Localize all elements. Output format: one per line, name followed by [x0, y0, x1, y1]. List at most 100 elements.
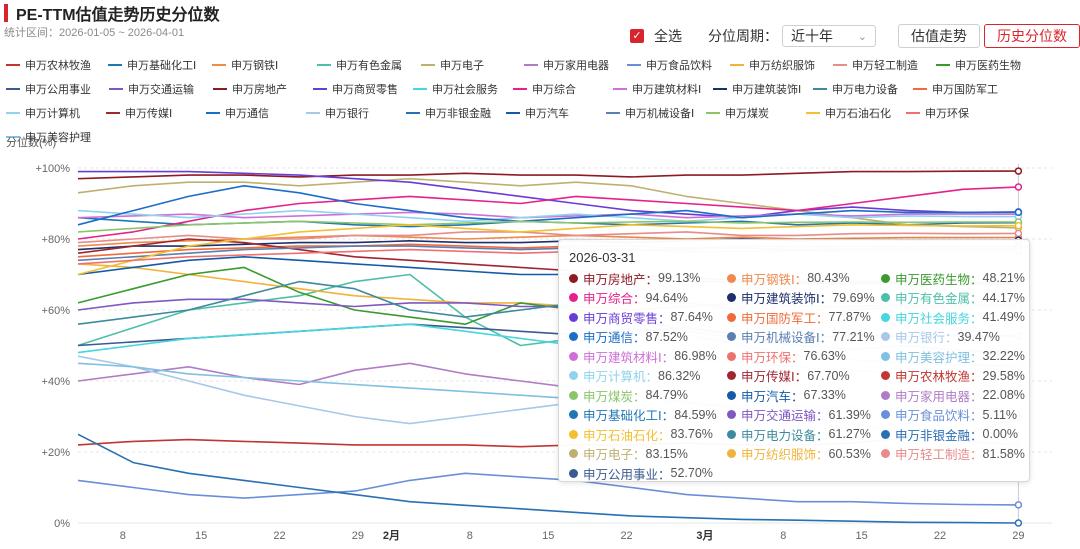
tooltip-row: 申万电力设备： 61.27%	[727, 426, 881, 443]
legend-item[interactable]: 申万非银金融	[406, 104, 506, 122]
tooltip-series-value: 87.64%	[670, 310, 713, 325]
tooltip-dot	[881, 429, 890, 439]
tooltip-row: 申万环保： 76.63%	[727, 348, 881, 365]
legend-item[interactable]: 申万银行	[306, 104, 406, 122]
tooltip-dot	[569, 449, 578, 459]
tooltip-row: 申万机械设备Ⅰ： 77.21%	[727, 329, 881, 345]
tooltip-row: 申万汽车： 67.33%	[727, 387, 881, 404]
legend-item[interactable]: 申万医药生物	[936, 56, 1040, 74]
legend-label: 申万交通运输	[128, 84, 194, 96]
tooltip-series-value: 94.64%	[645, 290, 688, 305]
x-tick-label: 22	[934, 530, 946, 542]
tooltip-series-name: 申万交通运输：	[741, 409, 829, 424]
tooltip-series-name: 申万医药生物：	[895, 272, 983, 287]
tooltip-series-name: 申万有色金属：	[895, 292, 983, 307]
x-tick-label: 29	[352, 530, 364, 542]
legend-swatch	[613, 88, 627, 90]
legend-label: 申万环保	[925, 108, 969, 120]
legend-item[interactable]: 申万食品饮料	[627, 56, 730, 74]
tooltip-series-name: 申万银行：	[895, 331, 958, 346]
legend-item[interactable]: 申万社会服务	[413, 80, 513, 98]
legend-item[interactable]: 申万基础化工Ⅰ	[108, 56, 212, 74]
series-line	[77, 177, 1019, 229]
stat-range-text: 统计区间：2026-01-05 ~ 2026-04-01	[4, 27, 185, 39]
legend-item[interactable]: 申万商贸零售	[313, 80, 413, 98]
legend-item[interactable]: 申万家用电器	[524, 56, 627, 74]
legend-item[interactable]: 申万计算机	[6, 104, 106, 122]
legend-swatch	[413, 88, 427, 90]
select-all-checkbox[interactable]: ✓	[630, 29, 644, 43]
period-select[interactable]: 近十年 ⌄	[782, 25, 876, 47]
legend-swatch	[833, 64, 847, 66]
legend-label: 申万非银金融	[425, 108, 491, 120]
legend-item[interactable]: 申万国防军工	[913, 80, 1013, 98]
legend-item[interactable]: 申万机械设备Ⅰ	[606, 104, 706, 122]
y-tick-label: +80%	[42, 234, 71, 246]
x-tick-label: 22	[273, 530, 285, 542]
tooltip-row: 申万电子： 83.15%	[569, 446, 727, 463]
series-line	[77, 170, 1019, 180]
tooltip-row: 申万美容护理： 32.22%	[881, 348, 1041, 365]
legend-item[interactable]: 申万电力设备	[813, 80, 913, 98]
title-bar: PE-TTM估值走势历史分位数	[0, 0, 220, 26]
legend-label: 申万汽车	[525, 108, 569, 120]
tooltip-series-name: 申万传媒Ⅰ：	[741, 370, 808, 385]
tooltip-dot	[727, 390, 736, 400]
legend-item[interactable]: 申万煤炭	[706, 104, 806, 122]
series-line	[77, 433, 1019, 524]
tooltip-series-value: 39.47%	[957, 329, 1000, 344]
legend-item[interactable]: 申万传媒Ⅰ	[106, 104, 206, 122]
tooltip-row: 申万公用事业： 52.70%	[569, 465, 727, 482]
tooltip-series-name: 申万公用事业：	[583, 467, 671, 482]
legend-label: 申万银行	[325, 108, 369, 120]
legend-swatch	[806, 112, 820, 114]
tooltip-series-name: 申万纺织服饰：	[741, 448, 829, 463]
legend-item[interactable]: 申万纺织服饰	[730, 56, 833, 74]
tab-valuation-trend[interactable]: 估值走势	[898, 24, 980, 48]
x-tick-label: 8	[120, 530, 126, 542]
legend-item[interactable]: 申万农林牧渔	[6, 56, 108, 74]
legend-item[interactable]: 申万石油石化	[806, 104, 906, 122]
legend-item[interactable]: 申万房地产	[213, 80, 313, 98]
legend-item[interactable]: 申万美容护理	[6, 128, 106, 146]
legend-label: 申万食品饮料	[646, 60, 712, 72]
y-tick-label: +100%	[35, 163, 70, 175]
series-line	[77, 472, 1019, 506]
legend-label: 申万农林牧渔	[25, 60, 91, 72]
tooltip-row: 申万有色金属： 44.17%	[881, 290, 1041, 307]
legend-item[interactable]: 申万有色金属	[317, 56, 421, 74]
legend-item[interactable]: 申万建筑装饰Ⅰ	[713, 80, 813, 98]
legend-item[interactable]: 申万公用事业	[6, 80, 109, 98]
legend-label: 申万有色金属	[336, 60, 402, 72]
tooltip-series-value: 67.33%	[803, 388, 846, 403]
x-tick-label: 8	[780, 530, 786, 542]
tooltip-series-name: 申万美容护理：	[895, 350, 983, 365]
legend-swatch	[906, 112, 920, 114]
select-all-label[interactable]: 全选	[654, 28, 682, 44]
tooltip-dot	[569, 332, 578, 342]
x-tick-label: 15	[195, 530, 207, 542]
legend-item[interactable]: 申万综合	[513, 80, 613, 98]
tooltip-dot	[727, 371, 736, 381]
tooltip-row: 申万传媒Ⅰ： 67.70%	[727, 368, 881, 385]
legend-item[interactable]: 申万环保	[906, 104, 1006, 122]
legend-swatch	[317, 64, 331, 66]
tooltip-row: 申万银行： 39.47%	[881, 329, 1041, 346]
title-accent-bar	[4, 4, 8, 22]
legend-label: 申万基础化工Ⅰ	[127, 60, 197, 72]
legend-item[interactable]: 申万汽车	[506, 104, 606, 122]
tab-history-percentile[interactable]: 历史分位数	[984, 24, 1080, 48]
legend-label: 申万电子	[440, 60, 484, 72]
legend-item[interactable]: 申万电子	[421, 56, 524, 74]
tooltip-series-name: 申万国防军工：	[741, 311, 829, 326]
tooltip-series-value: 60.53%	[828, 446, 871, 461]
tooltip-series-name: 申万电子：	[583, 448, 646, 463]
tooltip-row: 申万非银金融： 0.00%	[881, 426, 1041, 443]
legend-item[interactable]: 申万轻工制造	[833, 56, 936, 74]
legend-swatch	[936, 64, 950, 66]
legend-item[interactable]: 申万建筑材料Ⅰ	[613, 80, 713, 98]
legend-item[interactable]: 申万钢铁Ⅰ	[212, 56, 317, 74]
legend-item[interactable]: 申万交通运输	[109, 80, 213, 98]
tooltip-dot	[727, 293, 736, 303]
legend-item[interactable]: 申万通信	[206, 104, 306, 122]
